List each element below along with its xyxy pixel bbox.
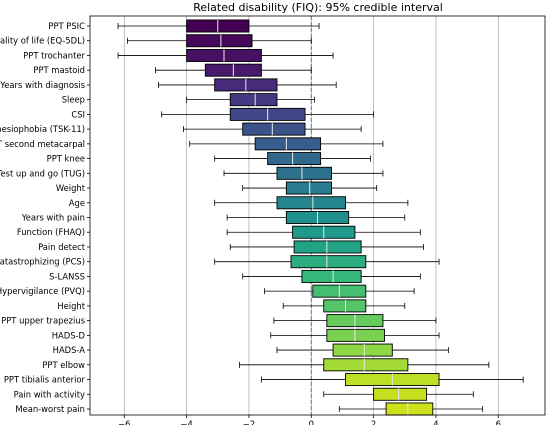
y-tick-label: PPT trochanter <box>23 50 85 60</box>
x-tick-label: −2 <box>243 419 255 425</box>
box-body <box>323 358 409 372</box>
x-tick-label: −6 <box>118 419 130 425</box>
box-csi <box>161 107 374 121</box>
box-mean-worst-pain <box>338 402 484 416</box>
box-pain-with-activity <box>323 387 474 401</box>
box-body <box>285 181 332 195</box>
box-body <box>290 255 367 269</box>
box-body <box>293 240 362 254</box>
y-tick-label: PPT knee <box>47 154 85 164</box>
box-body <box>373 387 428 401</box>
box-body <box>229 93 278 107</box>
y-tick-label: Years with diagnosis <box>0 80 85 90</box>
box-hads-a <box>276 343 449 357</box>
box-test-up-and-go-tug- <box>223 166 384 180</box>
box-ppt-second-metacarpal <box>189 137 384 151</box>
y-tick-label: Age <box>69 198 85 208</box>
x-tick-label: 2 <box>371 419 376 425</box>
y-tick-label: Pain detect <box>38 242 86 252</box>
box-years-with-pain <box>226 211 406 224</box>
y-tick-label: Catastrophizing (PCS) <box>0 257 85 267</box>
x-tick-label: 4 <box>433 419 438 425</box>
box-pain-detect <box>229 240 424 254</box>
y-tick-label: HADS-D <box>52 330 85 340</box>
y-tick-label: Test up and go (TUG) <box>0 168 85 178</box>
box-body <box>276 196 346 210</box>
y-tick-label: CSI <box>71 109 85 119</box>
box-ppt-psic <box>117 19 320 33</box>
box-body <box>186 34 253 48</box>
box-quality-of-life-eq-5dl- <box>126 34 312 48</box>
y-tick-label: Years with pain <box>21 213 85 223</box>
y-tick-label: Hypervigilance (PVQ) <box>0 286 85 296</box>
y-tick-label: PPT mastoid <box>33 65 85 75</box>
box-ppt-trochanter <box>117 48 334 62</box>
y-tick-label: Quality of life (EQ-5DL) <box>0 36 85 46</box>
y-tick-label: Height <box>57 301 85 311</box>
box-weight <box>242 181 378 195</box>
box-hads-d <box>270 328 440 342</box>
y-tick-label: PPT PSIC <box>48 21 85 31</box>
y-tick-label: PPT second metacarpal <box>0 139 85 149</box>
y-tick-label: S-LANSS <box>49 271 85 281</box>
box-body <box>385 402 434 416</box>
box-years-with-diagnosis <box>158 78 337 92</box>
y-tick-label: Kinesiophobia (TSK-11) <box>0 124 85 134</box>
y-tick-label: Function (FHAQ) <box>17 227 85 237</box>
box-body <box>326 328 385 342</box>
y-tick-label: Mean-worst pain <box>15 404 85 414</box>
box-body <box>267 152 322 166</box>
box-ppt-mastoid <box>155 63 312 77</box>
box-body <box>301 269 362 283</box>
box-hypervigilance-pvq- <box>264 284 415 298</box>
box-sleep <box>186 93 315 107</box>
box-s-lanss <box>242 269 421 283</box>
box-ppt-tibialis-anterior <box>261 373 524 387</box>
chart-title: Related disability (FIQ): 95% credible i… <box>193 1 443 14</box>
y-tick-label: HADS-A <box>53 345 86 355</box>
box-age <box>214 196 409 210</box>
box-height <box>282 299 406 313</box>
y-tick-label: PPT elbow <box>42 360 85 370</box>
y-tick-label: Weight <box>56 183 86 193</box>
box-catastrophizing-pcs- <box>214 255 440 269</box>
box-ppt-elbow <box>239 358 490 372</box>
x-tick-label: −4 <box>180 419 192 425</box>
x-axis-ticks: −6 −4 −2 0 2 4 6 <box>118 415 501 425</box>
x-tick-label: 6 <box>496 419 501 425</box>
boxes-layer <box>117 19 524 416</box>
box-body <box>276 166 332 180</box>
x-tick-label: 0 <box>309 419 314 425</box>
y-tick-label: Pain with activity <box>14 389 85 399</box>
box-body <box>323 299 367 313</box>
box-ppt-upper-trapezius <box>273 314 437 328</box>
y-axis-labels: PPT PSIC Quality of life (EQ-5DL) PPT troc… <box>0 21 90 414</box>
box-body <box>254 137 322 151</box>
box-ppt-knee <box>214 152 371 166</box>
box-function-fhaq- <box>226 225 421 239</box>
y-tick-label: PPT upper trapezius <box>1 316 85 326</box>
plot-frame <box>89 15 546 416</box>
box-body <box>242 122 306 136</box>
y-tick-label: Sleep <box>62 95 85 105</box>
box-body <box>332 343 393 357</box>
box-kinesiophobia-tsk-11- <box>183 122 362 136</box>
y-tick-label: PPT tibialis anterior <box>4 375 86 385</box>
